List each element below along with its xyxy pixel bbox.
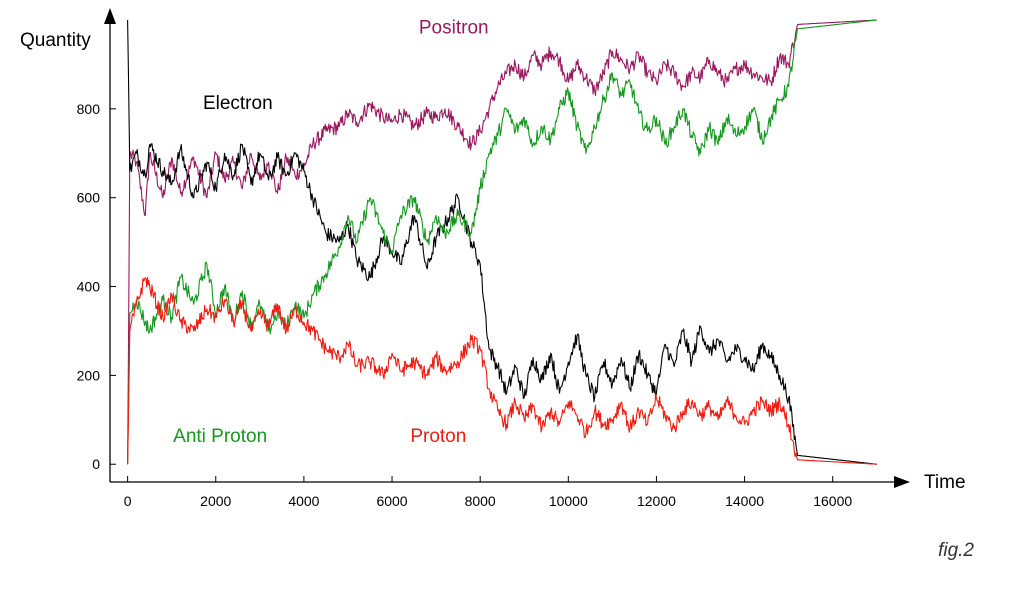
- y-tick-label: 400: [77, 279, 101, 295]
- y-tick-label: 200: [77, 367, 101, 383]
- series-label-anti-proton: Anti Proton: [173, 426, 267, 447]
- y-tick-label: 0: [92, 456, 100, 472]
- x-tick-label: 6000: [376, 493, 407, 509]
- series-label-electron: Electron: [203, 93, 273, 114]
- series-line-electron: [127, 19, 877, 465]
- x-tick-label: 2000: [200, 493, 231, 509]
- x-tick-label: 14000: [725, 493, 764, 509]
- label-layer: Positron Electron Anti Proton Proton: [173, 17, 488, 447]
- x-axis-title: Time: [924, 472, 966, 493]
- series-layer: [127, 19, 877, 465]
- y-tick-label: 800: [77, 101, 101, 117]
- x-axis-arrow: [894, 476, 910, 488]
- y-axis-arrow: [104, 8, 116, 24]
- series-line-proton: [127, 277, 877, 465]
- series-line-anti-proton: [127, 19, 877, 465]
- x-tick-label: 8000: [465, 493, 496, 509]
- x-tick-label: 16000: [813, 493, 852, 509]
- x-tick-label: 12000: [637, 493, 676, 509]
- x-tick-label: 10000: [549, 493, 588, 509]
- series-label-proton: Proton: [410, 426, 466, 447]
- y-axis-title: Quantity: [20, 30, 91, 51]
- series-line-positron: [127, 19, 877, 465]
- y-tick-label: 600: [77, 190, 101, 206]
- x-tick-label: 4000: [288, 493, 319, 509]
- figure-caption: fig.2: [938, 540, 974, 561]
- series-label-positron: Positron: [419, 17, 489, 38]
- x-tick-label: 0: [124, 493, 132, 509]
